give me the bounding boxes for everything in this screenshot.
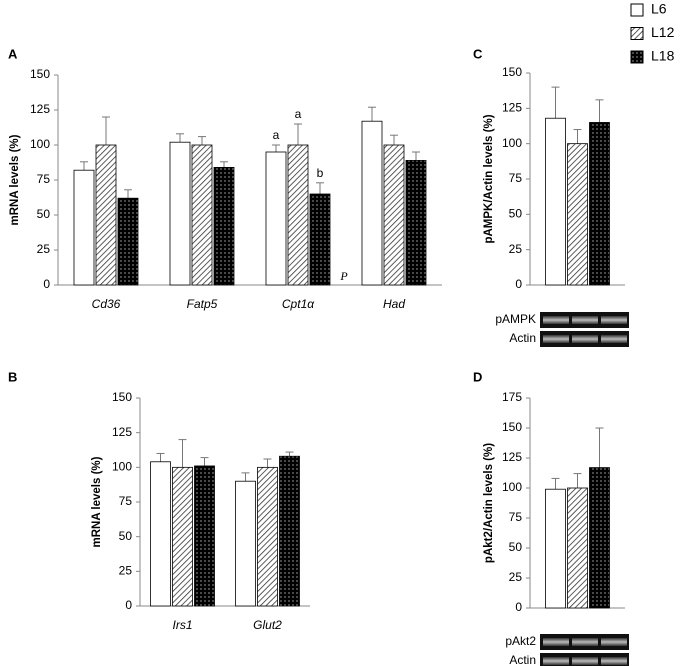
bar — [309, 193, 331, 286]
y-tick-label: 175 — [502, 390, 522, 404]
y-tick-label: 50 — [37, 207, 51, 221]
bar — [383, 144, 405, 286]
y-tick-label: 50 — [509, 540, 523, 554]
bar — [265, 151, 287, 286]
blot-band — [601, 657, 627, 665]
legend-label: L18 — [651, 48, 675, 64]
blot-band — [543, 316, 569, 324]
legend-swatch — [630, 3, 644, 17]
bar — [567, 487, 588, 609]
y-tick-label: 50 — [119, 529, 133, 543]
y-tick-label: 0 — [43, 277, 50, 291]
y-tick-label: 0 — [125, 598, 132, 612]
bar — [257, 466, 278, 607]
y-tick-label: 50 — [509, 207, 523, 221]
y-axis-title: mRNA levels (%) — [91, 456, 103, 547]
y-tick-label: 75 — [509, 171, 523, 185]
blot-band — [572, 316, 598, 324]
y-tick-label: 25 — [37, 242, 51, 256]
bar — [545, 117, 566, 286]
y-tick-label: 150 — [30, 67, 50, 81]
legend-label: L6 — [651, 1, 667, 17]
y-tick-label: 75 — [37, 172, 51, 186]
blot-band — [572, 638, 598, 646]
bar — [235, 480, 256, 607]
y-tick-label: 0 — [515, 277, 522, 291]
bar — [361, 120, 383, 286]
bar — [73, 169, 95, 286]
bar — [213, 166, 235, 286]
y-tick-label: 25 — [509, 242, 523, 256]
blot-band — [601, 316, 627, 324]
annotation: b — [317, 166, 324, 180]
y-tick-label: 75 — [119, 494, 133, 508]
panel-label: C — [473, 46, 483, 61]
bar — [279, 455, 300, 607]
y-tick-label: 125 — [30, 102, 50, 116]
panel-label: A — [8, 46, 18, 61]
blot-band — [543, 335, 569, 343]
blot-label: Actin — [509, 331, 536, 345]
y-tick-label: 0 — [515, 600, 522, 614]
legend-swatch — [630, 50, 644, 64]
blot-band — [572, 657, 598, 665]
y-tick-label: 100 — [502, 136, 522, 150]
bar — [567, 143, 588, 286]
panel-label: D — [473, 369, 482, 384]
x-tick-label: Irs1 — [172, 618, 192, 632]
panel-label: B — [8, 369, 17, 384]
annotation: P — [339, 269, 348, 283]
bar — [589, 122, 610, 286]
y-tick-label: 75 — [509, 510, 523, 524]
bar — [405, 159, 427, 286]
legend-swatch — [630, 27, 644, 40]
x-tick-label: Cpt1α — [282, 297, 315, 311]
bar — [545, 488, 566, 609]
x-tick-label: Glut2 — [253, 618, 282, 632]
y-tick-label: 25 — [119, 564, 133, 578]
bar — [95, 144, 117, 286]
y-tick-label: 100 — [30, 137, 50, 151]
x-tick-label: Had — [383, 297, 405, 311]
annotation: a — [273, 128, 280, 142]
bar — [589, 467, 610, 609]
blot-band — [601, 638, 627, 646]
bar — [287, 144, 309, 286]
y-tick-label: 125 — [112, 425, 132, 439]
bar — [172, 466, 193, 607]
blot-band — [543, 657, 569, 665]
bar — [169, 141, 191, 286]
y-tick-label: 125 — [502, 450, 522, 464]
blot-label: Actin — [509, 653, 536, 666]
legend-label: L12 — [651, 24, 675, 40]
blot-band — [601, 335, 627, 343]
y-tick-label: 150 — [502, 65, 522, 79]
bar — [194, 465, 215, 607]
y-tick-label: 100 — [112, 460, 132, 474]
y-tick-label: 150 — [112, 390, 132, 404]
y-tick-label: 100 — [502, 480, 522, 494]
blot-label: pAkt2 — [505, 634, 536, 648]
bar — [117, 197, 139, 286]
blot-label: pAMPK — [495, 312, 536, 326]
y-axis-title: pAMPK/Actin levels (%) — [483, 114, 495, 243]
bar — [150, 461, 171, 607]
x-tick-label: Cd36 — [92, 297, 121, 311]
blot-band — [572, 335, 598, 343]
annotation: a — [295, 107, 302, 121]
y-tick-label: 150 — [502, 420, 522, 434]
y-tick-label: 125 — [502, 101, 522, 115]
blot-band — [543, 638, 569, 646]
x-tick-label: Fatp5 — [187, 297, 218, 311]
bar — [191, 144, 213, 286]
y-tick-label: 25 — [509, 570, 523, 584]
y-axis-title: mRNA levels (%) — [9, 134, 21, 225]
y-axis-title: pAkt2/Actin levels (%) — [483, 443, 495, 563]
